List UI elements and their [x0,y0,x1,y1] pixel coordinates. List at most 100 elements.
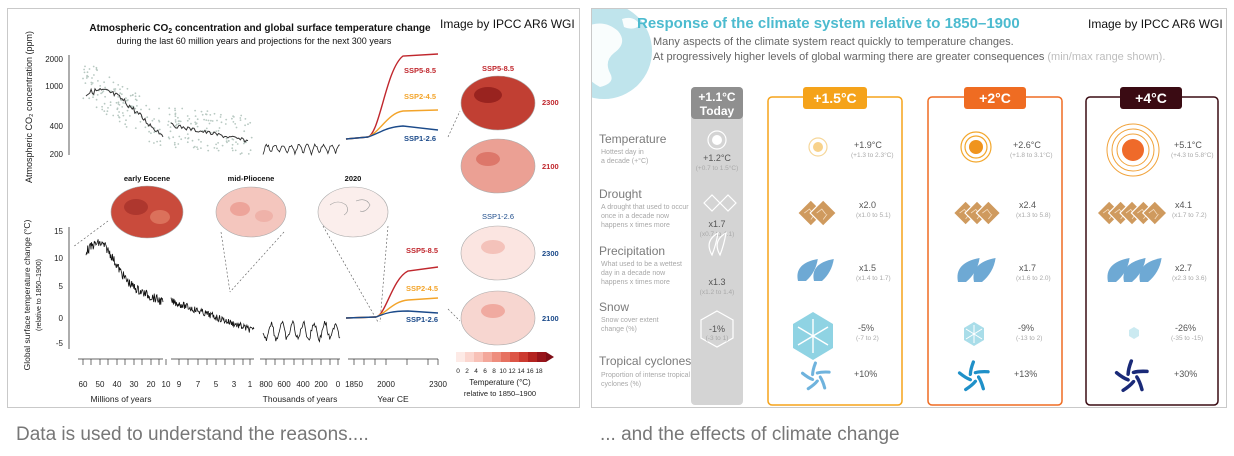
value: -9% [1018,323,1034,333]
co2-proxy-point [117,101,120,104]
co2-proxy-point [208,122,211,125]
co2-proxy-point [196,146,198,149]
co2-proxy-point [140,108,142,111]
co2-proxy-point [174,107,176,110]
temperature-colorbar: 0 2 4 6 8 10 12 14 16 18 Temperature (°C… [456,352,554,398]
co2-proxy-point [112,81,115,84]
co2-proxy-point [124,123,127,126]
co2-proxy-point [231,138,234,140]
map-scenario-top-label: SSP5-8.5 [482,64,514,73]
value: +2.6°C [1013,140,1041,150]
range: (-7 to 2) [856,335,879,342]
temp-tick: 15 [54,227,63,236]
co2-tick: 200 [50,150,64,159]
x-tick: 5 [214,380,219,389]
co2-proxy-point [200,147,202,150]
co2-proxy-point [178,135,181,138]
svg-text:12: 12 [508,368,516,375]
co2-proxy-point [194,115,197,117]
co2-proxy-point [100,92,102,95]
x-tick: 600 [277,380,291,389]
co2-proxy-points [82,65,253,155]
x-tick: 9 [177,380,182,389]
period-map-mid-pliocene: mid-Pliocene [215,174,287,238]
co2-proxy-point [239,119,242,121]
co2-proxy-point [85,77,88,79]
co2-proxy-point [249,121,252,124]
co2-proxy-point [216,119,218,122]
co2-proxy-point [120,99,123,102]
co2-proxy-point [217,129,220,132]
x-tick: 1 [248,380,253,389]
co2-proxy-point [218,127,221,129]
svg-text:(+0.7 to 1.5°C): (+0.7 to 1.5°C) [696,164,739,172]
co2-proxy-point [177,122,180,125]
co2-proxy-point [118,120,121,123]
co2-proxy-point [196,148,199,151]
co2-proxy-point [82,97,85,100]
co2-proxy-point [118,116,120,118]
svg-text:4: 4 [474,368,478,375]
right-caption: ... and the effects of climate change [600,424,900,445]
period-map-early-eocene: early Eocene [110,174,184,239]
range: (-13 to 2) [1016,335,1042,342]
x-tick: 400 [296,380,310,389]
co2-proxy-point [180,138,183,141]
co2-proxy-point [249,149,252,152]
svg-text:+1.2°C: +1.2°C [703,153,731,163]
co2-proxy-point [224,123,227,125]
co2-proxy-point [90,81,93,84]
co2-proxy-point [173,141,176,144]
value: x1.5 [859,263,876,273]
co2-proxy-point [195,122,198,125]
snowflake-icon [793,312,833,360]
co2-proxy-point [227,139,230,142]
co2-proxy-point [125,119,127,122]
svg-text:A drought that used to occur: A drought that used to occur [601,204,689,211]
colorbar-label: Temperature (°C) [469,378,531,387]
svg-text:10: 10 [499,368,507,375]
co2-proxy-point [127,99,129,101]
svg-text:cyclones (%): cyclones (%) [601,381,641,388]
svg-text:Snow: Snow [599,300,629,314]
co2-proxy-point [97,80,99,82]
co2-proxy-point [186,141,189,144]
sun-icon [808,137,828,157]
co2-proxy-point [205,119,208,121]
co2-proxy-point [117,96,120,98]
today-label: Today [700,104,735,118]
svg-text:Proportion of intense tropical: Proportion of intense tropical [601,372,691,379]
co2-proxy-point [174,109,177,112]
row-precipitation-label: Precipitation What used to be a wettest … [599,244,682,286]
temp-ssp126-label: SSP1-2.6 [406,315,438,324]
x-tick: 50 [96,380,105,389]
co2-proxy-point [211,120,214,122]
co2-ice-core-line [262,143,341,157]
co2-proxy-point [88,68,91,70]
co2-proxy-point [86,74,88,77]
svg-text:Temperature: Temperature [599,132,667,146]
co2-proxy-point [106,110,109,113]
co2-proxy-point [134,95,137,98]
co2-proxy-point [102,90,105,92]
co2-tick: 2000 [45,55,63,64]
co2-proxy-point [104,95,106,98]
period-map-2020: 2020 [317,174,389,238]
figure-subtitle: during the last 60 million years and pro… [117,36,392,46]
co2-proxy-point [184,137,187,139]
range: (x1.4 to 1.7) [856,275,891,282]
co2-proxy-point [121,112,124,114]
cyclone-icon [1114,359,1149,393]
svg-text:Tropical cyclones: Tropical cyclones [599,354,691,368]
range: (x1.0 to 5.1) [856,212,891,219]
co2-proxy-point [174,115,177,118]
co2-proxy-point [213,147,216,149]
co2-proxy-point [101,91,104,94]
x-axis-label-myr: Millions of years [91,394,152,404]
co2-proxy-point [244,118,247,120]
co2-proxy-point [168,107,171,109]
co2-proxy-point [174,146,177,149]
co2-proxy-point [90,83,93,86]
co2-ssp126-line [345,125,439,140]
row-tropical-cyclones-label: Tropical cyclones Proportion of intense … [599,354,691,388]
